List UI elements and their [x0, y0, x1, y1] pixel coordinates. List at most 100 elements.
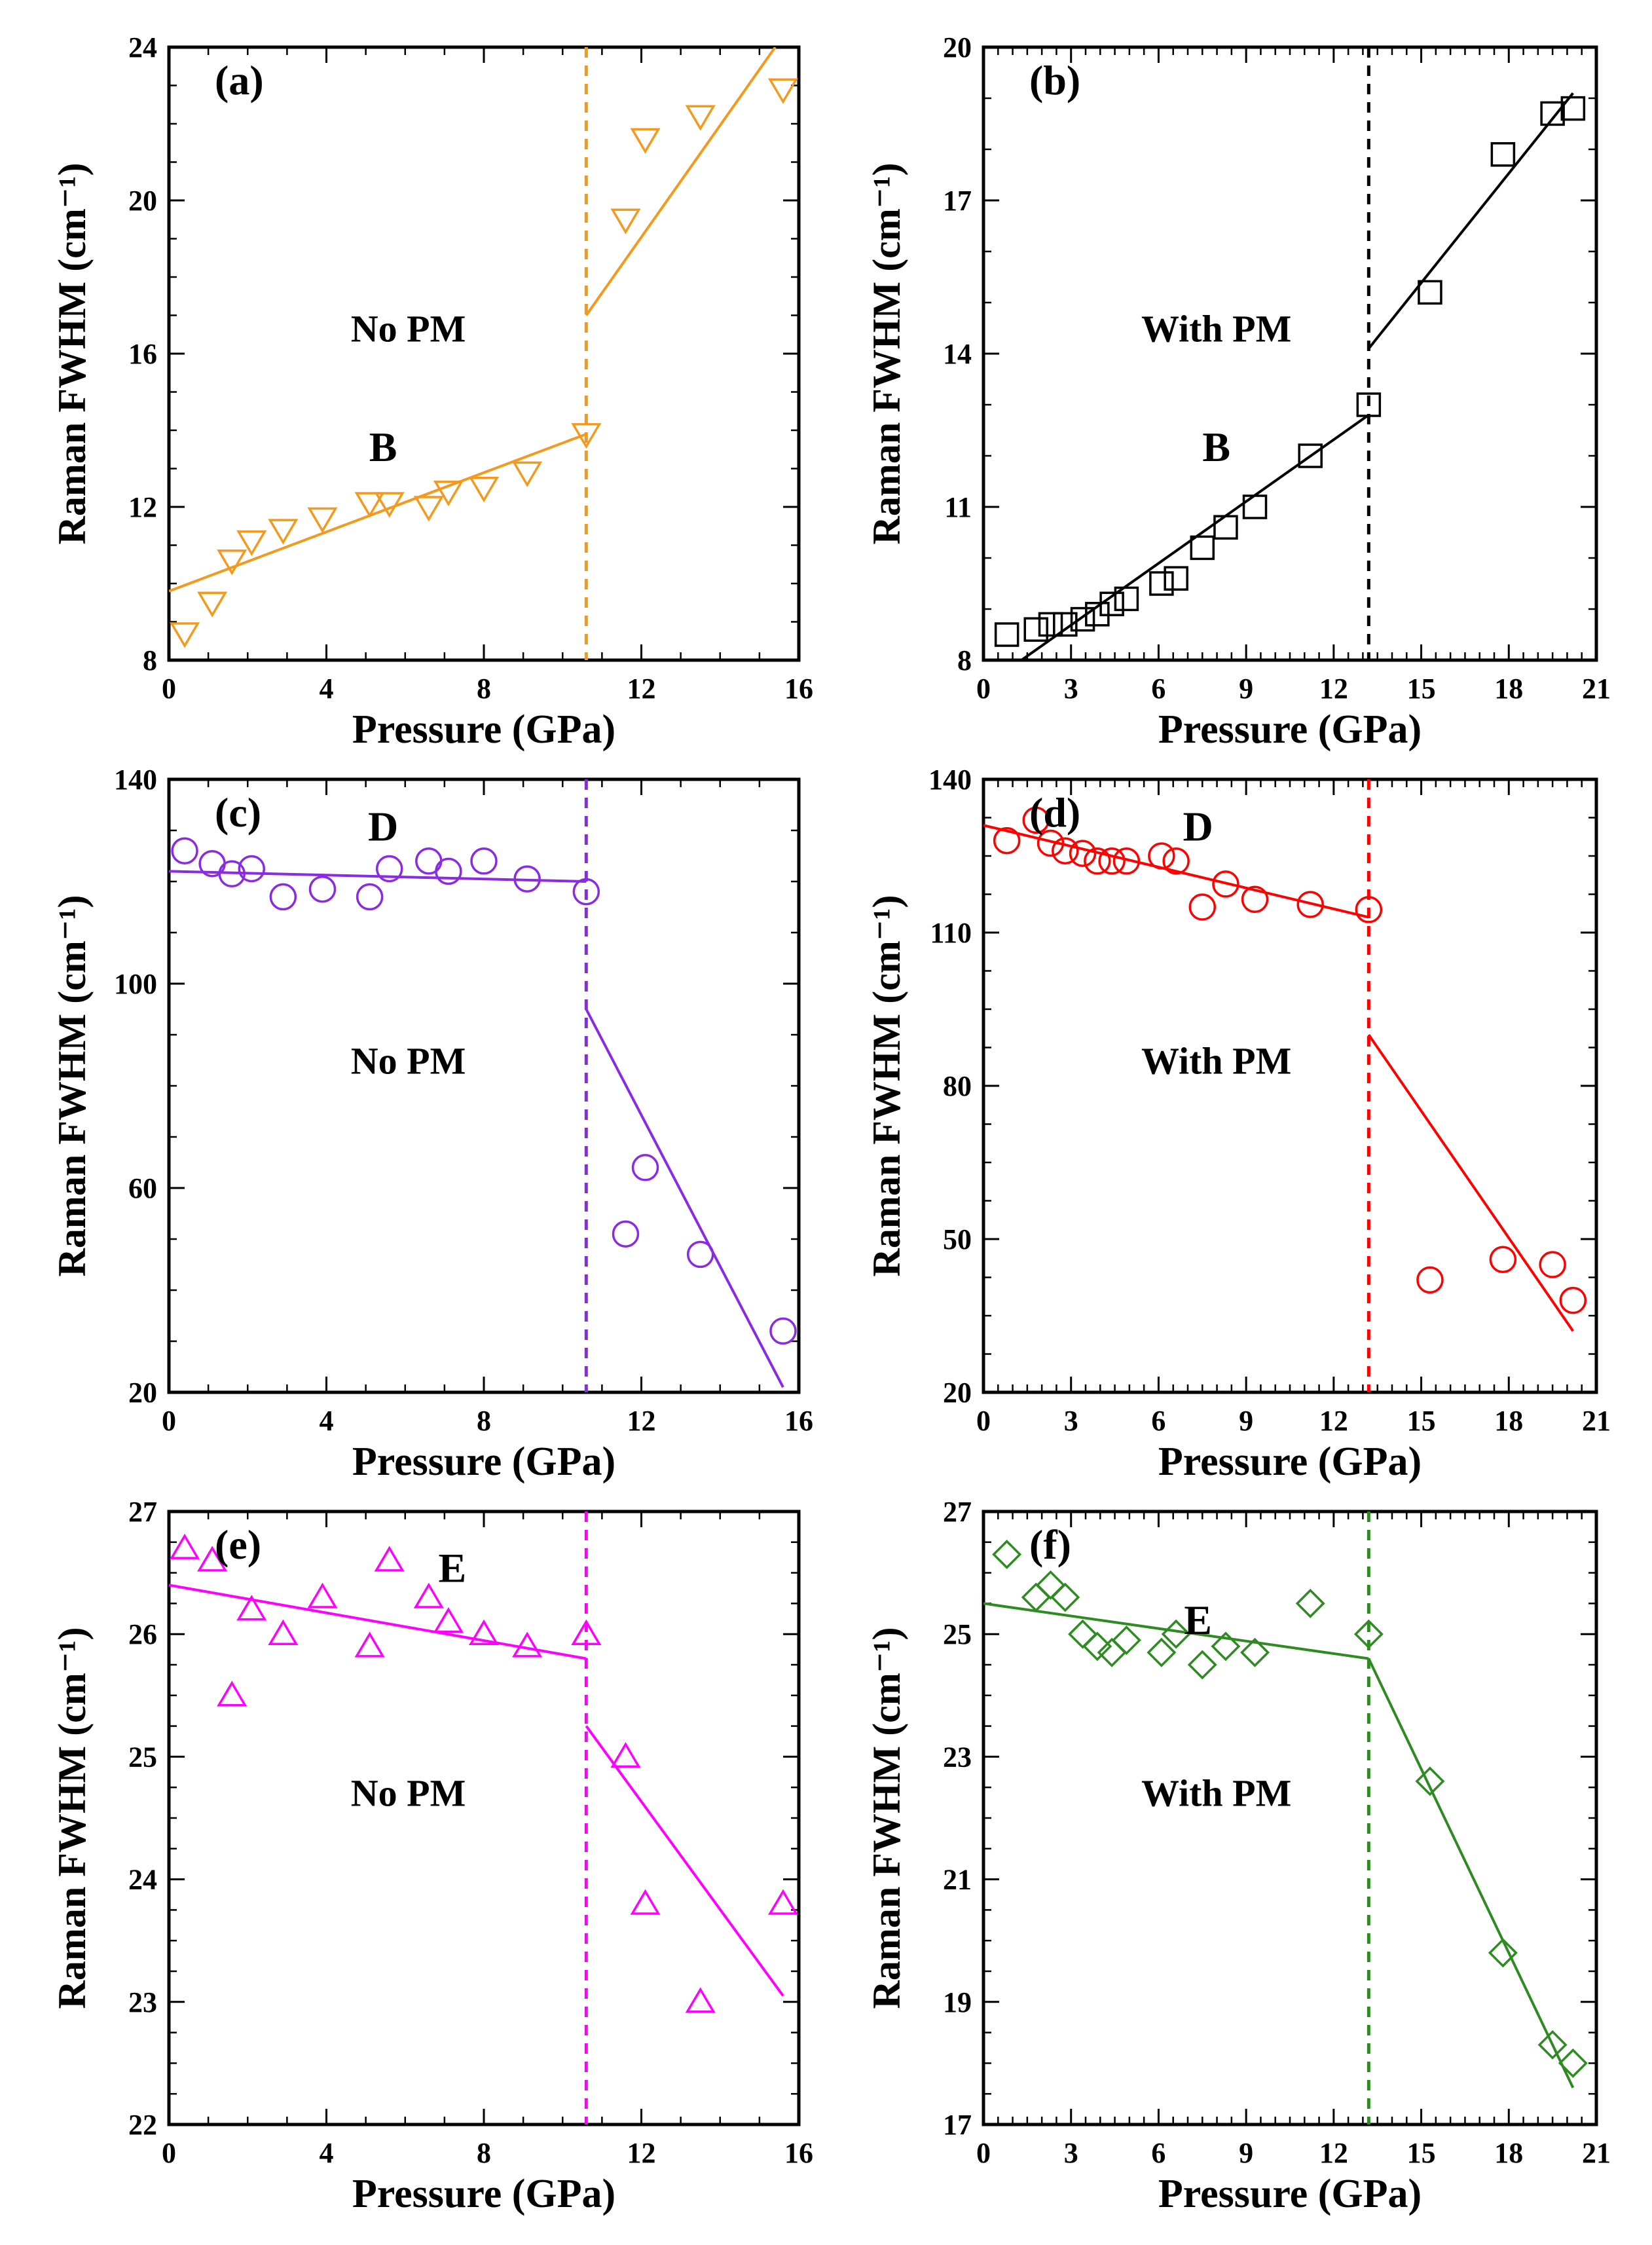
data-point: [769, 1317, 797, 1345]
data-point: [413, 1582, 444, 1608]
data-point: [354, 1631, 385, 1658]
data-point: [1298, 443, 1323, 468]
y-tick-label: 25: [128, 1741, 157, 1773]
data-point: [630, 128, 661, 154]
condition-annotation: With PM: [1141, 307, 1291, 350]
x-tick-label: 12: [1319, 673, 1348, 705]
x-axis-title: Pressure (GPa): [352, 1439, 615, 1484]
x-tick-label: 8: [477, 2137, 491, 2169]
x-axis-title: Pressure (GPa): [1158, 2172, 1422, 2216]
fit-line: [169, 432, 587, 593]
data-point: [374, 1546, 405, 1572]
data-point: [1356, 392, 1382, 417]
y-axis-title: Raman FWHM (cm⁻¹): [50, 163, 94, 545]
data-point: [1037, 829, 1065, 857]
x-tick-label: 6: [1151, 1405, 1166, 1437]
y-tick-label: 24: [128, 1864, 157, 1896]
x-tick-label: 15: [1407, 673, 1436, 705]
y-tick-label: 14: [943, 338, 972, 370]
mode-label: E: [1184, 1597, 1212, 1643]
data-point: [1023, 617, 1048, 642]
x-tick-label: 6: [1151, 673, 1166, 705]
panel-e: 0 4 8 12 16 22 23 24 25 26 27 Pressure (GPa) Raman F…: [50, 1496, 813, 2216]
data-point: [1242, 494, 1268, 519]
data-point: [1098, 847, 1126, 875]
condition-annotation: No PM: [351, 1039, 466, 1082]
mode-label: B: [369, 424, 397, 470]
x-tick-label: 3: [1064, 673, 1078, 705]
y-tick-label: 110: [930, 917, 972, 949]
x-tick-label: 0: [976, 673, 991, 705]
y-tick-label: 11: [944, 491, 972, 523]
x-tick-label: 0: [976, 1405, 991, 1437]
data-point: [435, 857, 462, 885]
data-point: [1187, 1650, 1217, 1680]
y-tick-label: 25: [943, 1618, 972, 1650]
data-point: [468, 477, 500, 503]
data-point: [1537, 2030, 1568, 2060]
x-tick-label: 18: [1494, 1405, 1523, 1437]
x-tick-label: 0: [162, 2137, 176, 2169]
y-tick-label: 80: [943, 1070, 972, 1102]
data-point: [217, 1680, 248, 1707]
data-point: [1052, 837, 1079, 864]
data-point: [1353, 1619, 1384, 1649]
x-tick-label: 3: [1064, 2137, 1078, 2169]
data-point: [994, 622, 1019, 647]
data-point: [1161, 1619, 1191, 1649]
data-point: [1070, 606, 1095, 632]
data-point: [375, 855, 403, 883]
data-point: [433, 1607, 464, 1633]
y-tick-label: 100: [114, 968, 157, 1000]
x-axis-title: Pressure (GPa): [1158, 1439, 1422, 1484]
y-tick-label: 20: [943, 1377, 972, 1409]
x-tick-label: 12: [1319, 2137, 1348, 2169]
data-point: [1190, 535, 1215, 561]
x-tick-label: 9: [1239, 1405, 1253, 1437]
data-point: [218, 860, 246, 888]
data-point: [1296, 891, 1324, 918]
y-axis-title: Raman FWHM (cm⁻¹): [50, 895, 94, 1277]
data-point: [1148, 842, 1175, 870]
data-point: [1036, 1570, 1065, 1600]
y-tick-label: 20: [128, 185, 157, 217]
panel-label: (b): [1029, 57, 1080, 103]
data-point: [413, 496, 444, 522]
data-point: [993, 826, 1021, 855]
plot-content: [169, 47, 799, 648]
data-point: [197, 591, 228, 618]
data-point: [356, 883, 384, 911]
data-point: [1558, 2048, 1588, 2078]
x-tick-label: 21: [1582, 1405, 1611, 1437]
data-point: [433, 480, 464, 507]
data-point: [512, 461, 543, 487]
plot-frame: [167, 1510, 801, 2126]
x-tick-label: 0: [162, 673, 176, 705]
x-tick-label: 12: [1319, 1405, 1348, 1437]
y-axis-title: Raman FWHM (cm⁻¹): [865, 163, 908, 545]
x-tick-label: 4: [320, 2137, 334, 2169]
data-point: [1112, 847, 1141, 875]
mode-label: B: [1202, 424, 1230, 470]
data-point: [1022, 806, 1050, 834]
plot-content: [169, 1533, 799, 2013]
y-tick-label: 50: [943, 1223, 972, 1255]
plot-content: [983, 806, 1587, 1332]
data-point: [686, 1240, 714, 1269]
y-tick-label: 8: [143, 644, 157, 677]
y-tick-label: 8: [957, 644, 972, 677]
y-tick-label: 60: [128, 1172, 157, 1204]
x-axis-title: Pressure (GPa): [1158, 707, 1422, 752]
x-tick-label: 15: [1407, 2137, 1436, 2169]
panel-c: 0 4 8 12 16 20 60 100 140 Pressure (GPa) Raman FWH…: [50, 764, 813, 1484]
panel-label: (a): [215, 57, 264, 103]
panel-b: 0 3 6 9 12 15 18 21 8 11 14 17 20 Pressure (GPa) Raman…: [865, 31, 1611, 752]
plot-content: [169, 837, 797, 1388]
y-tick-label: 26: [128, 1618, 157, 1650]
y-tick-label: 20: [943, 31, 972, 64]
y-tick-label: 21: [943, 1864, 972, 1896]
data-point: [1540, 101, 1565, 126]
panel-a: 0 4 8 12 16 8 12 16 20 24 Pressure (GPa) Raman FWHM…: [50, 31, 813, 752]
data-point: [631, 1154, 659, 1181]
condition-annotation: No PM: [351, 1772, 466, 1814]
